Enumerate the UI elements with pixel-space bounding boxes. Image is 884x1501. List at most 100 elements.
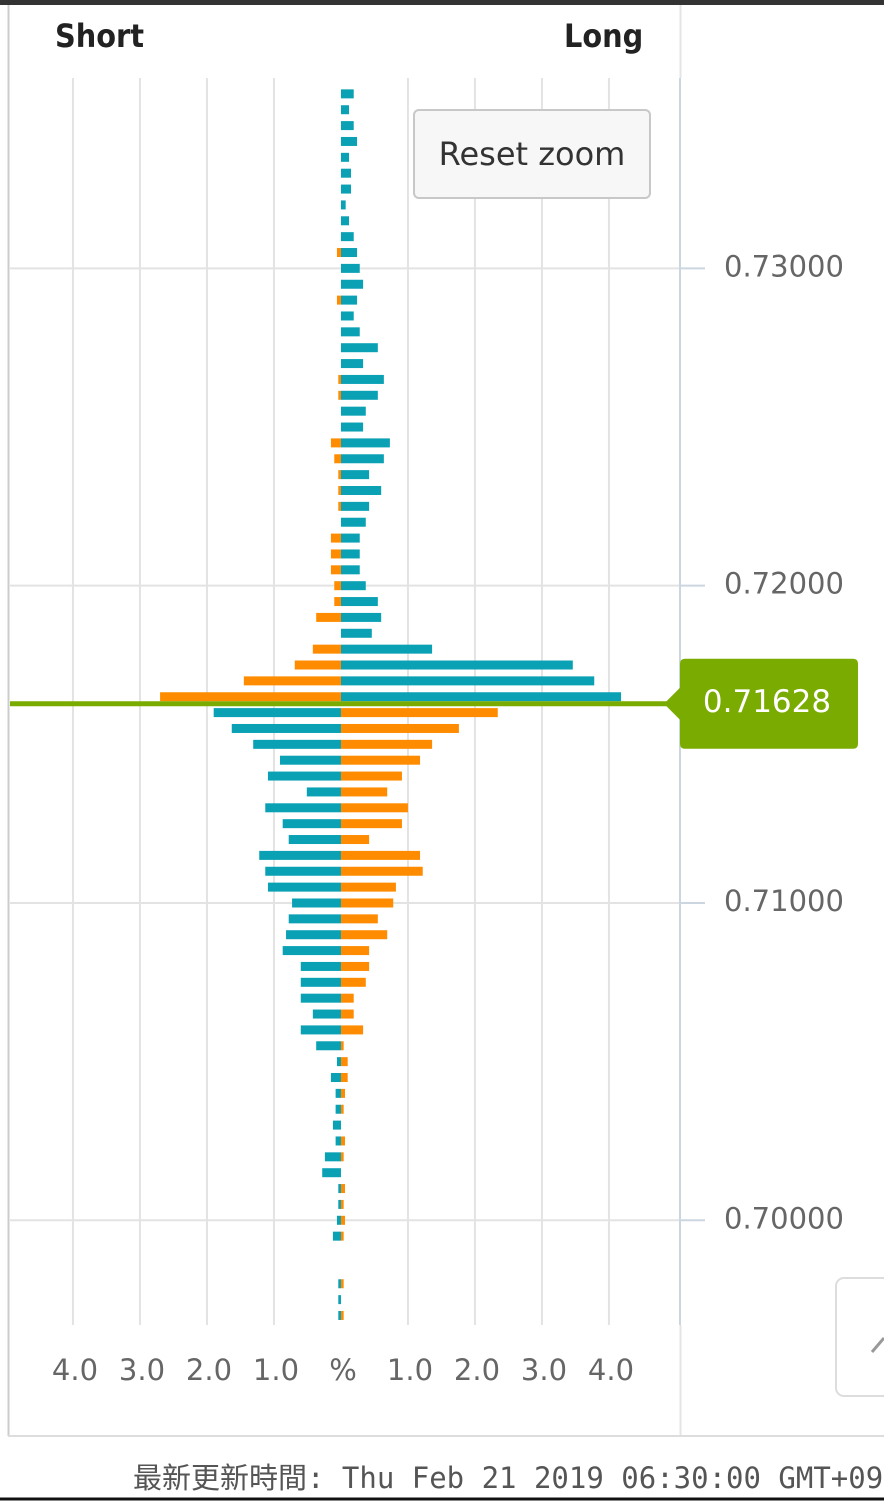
bar xyxy=(340,930,388,940)
bar xyxy=(288,835,341,845)
bar xyxy=(340,248,358,258)
bar xyxy=(340,850,421,860)
bar xyxy=(267,882,341,892)
bar xyxy=(340,660,573,670)
bar xyxy=(340,438,390,448)
bar xyxy=(340,597,378,607)
x-tick-label: 4.0 xyxy=(52,1353,98,1387)
bar xyxy=(340,422,364,432)
bar xyxy=(280,755,341,765)
bar xyxy=(300,993,341,1003)
long-header: Long xyxy=(564,17,643,55)
bar xyxy=(340,105,350,115)
bar xyxy=(340,866,423,876)
y-tick-label: 0.72000 xyxy=(724,567,844,601)
bar xyxy=(338,374,341,384)
bar xyxy=(259,850,341,860)
bar xyxy=(340,390,378,400)
x-tick-label: 1.0 xyxy=(253,1353,299,1387)
bar xyxy=(340,1136,345,1146)
bar xyxy=(330,549,341,559)
bar xyxy=(338,470,341,480)
bar xyxy=(338,501,341,511)
bar xyxy=(336,1215,341,1225)
side-button[interactable] xyxy=(835,1277,884,1397)
bar xyxy=(322,1168,341,1178)
footer-text: 最新更新時間: Thu Feb 21 2019 06:30:00 GMT+090… xyxy=(133,1461,884,1495)
bar xyxy=(334,454,341,464)
bar xyxy=(340,1009,354,1019)
bar xyxy=(340,644,433,654)
x-tick-label: 3.0 xyxy=(521,1353,567,1387)
bar xyxy=(338,485,341,495)
y-tick-label: 0.73000 xyxy=(724,249,844,283)
bar xyxy=(340,581,366,591)
bar xyxy=(340,1215,345,1225)
bar xyxy=(340,184,352,194)
bar xyxy=(338,1199,341,1209)
bar xyxy=(294,660,341,670)
bar xyxy=(338,1310,341,1320)
bar xyxy=(340,787,388,797)
bar xyxy=(300,961,341,971)
bar xyxy=(340,1310,344,1320)
top-border xyxy=(0,0,884,5)
bar xyxy=(340,121,354,131)
bar xyxy=(336,1057,341,1067)
bar xyxy=(213,708,341,718)
bar xyxy=(340,232,354,242)
bar xyxy=(340,200,346,210)
bar xyxy=(340,739,433,749)
bar xyxy=(330,438,341,448)
bar xyxy=(340,1073,348,1083)
x-tick-label: 2.0 xyxy=(454,1353,500,1387)
button-box[interactable] xyxy=(413,109,651,199)
bar xyxy=(335,1136,341,1146)
bar xyxy=(340,1184,345,1194)
bar xyxy=(340,708,498,718)
button-label[interactable]: Reset zoom xyxy=(439,135,626,173)
bar xyxy=(340,263,360,273)
x-tick-label: 3.0 xyxy=(119,1353,165,1387)
bar xyxy=(340,628,372,638)
bar xyxy=(340,692,622,702)
bar xyxy=(340,343,378,353)
bar xyxy=(338,1295,341,1305)
bar xyxy=(340,755,421,765)
bar xyxy=(336,295,341,305)
bar xyxy=(340,1057,348,1067)
bar xyxy=(324,1152,341,1162)
bar xyxy=(340,533,360,543)
bar xyxy=(334,597,341,607)
bar xyxy=(340,723,459,733)
bar xyxy=(338,390,341,400)
bar xyxy=(288,914,341,924)
bar xyxy=(265,866,341,876)
bar xyxy=(267,771,341,781)
bar xyxy=(286,930,341,940)
bar xyxy=(340,152,350,162)
bar xyxy=(340,136,358,146)
bar xyxy=(330,533,341,543)
bar xyxy=(332,1231,341,1241)
x-tick-label: 1.0 xyxy=(387,1353,433,1387)
x-tick-label: 2.0 xyxy=(186,1353,232,1387)
bar xyxy=(332,1120,341,1130)
bar xyxy=(340,1279,344,1289)
bar xyxy=(340,311,354,321)
bar xyxy=(340,485,382,495)
bar xyxy=(312,1009,341,1019)
bar xyxy=(340,1152,344,1162)
bar xyxy=(340,501,370,511)
bar xyxy=(300,1025,341,1035)
bar xyxy=(330,1073,341,1083)
bar xyxy=(306,787,341,797)
short-header: Short xyxy=(55,17,144,55)
bar xyxy=(253,739,341,749)
y-tick-label: 0.70000 xyxy=(724,1201,844,1235)
bar xyxy=(340,279,364,289)
reset-zoom-button[interactable]: Reset zoom xyxy=(413,109,651,199)
bar xyxy=(292,898,341,908)
bar xyxy=(340,1088,345,1098)
